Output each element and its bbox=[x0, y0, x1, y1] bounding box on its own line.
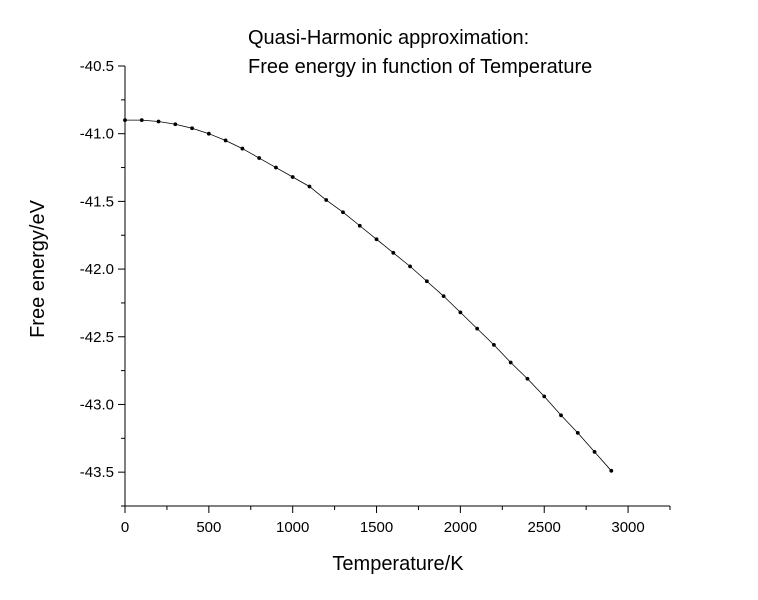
y-tick-label: -41.0 bbox=[80, 126, 114, 143]
series-line bbox=[125, 119, 612, 472]
data-point bbox=[575, 430, 580, 435]
data-point bbox=[173, 122, 178, 127]
data-point bbox=[542, 394, 547, 399]
data-point bbox=[123, 118, 127, 123]
x-tick-label: 3000 bbox=[611, 519, 644, 536]
data-point bbox=[441, 294, 446, 299]
x-ticks: 0 500 1000 1500 2000 2500 3000 bbox=[121, 506, 671, 536]
x-tick-label: 1500 bbox=[360, 519, 393, 536]
y-ticks: -40.5 -41.0 -41.5 -42.0 -42.5 -43.0 -43.5 bbox=[80, 58, 125, 507]
data-point bbox=[559, 413, 563, 418]
data-point bbox=[341, 210, 345, 215]
data-point bbox=[508, 360, 513, 365]
x-tick-label: 2000 bbox=[444, 519, 477, 536]
chart-title-line-1: Quasi-Harmonic approximation: bbox=[248, 27, 529, 49]
data-point bbox=[324, 198, 329, 202]
data-point bbox=[458, 310, 463, 315]
y-tick-label: -40.5 bbox=[80, 58, 114, 75]
y-tick-label: -43.0 bbox=[80, 396, 114, 413]
y-tick-label: -43.5 bbox=[80, 464, 114, 481]
data-point bbox=[391, 250, 396, 255]
data-point bbox=[357, 223, 362, 228]
data-point bbox=[609, 468, 614, 473]
data-point bbox=[139, 118, 144, 123]
data-point bbox=[374, 237, 379, 242]
data-point bbox=[307, 184, 312, 189]
data-point bbox=[290, 175, 295, 179]
y-tick-label: -42.5 bbox=[80, 329, 114, 346]
data-point bbox=[240, 146, 245, 151]
chart-title-line-2: Free energy in function of Temperature bbox=[248, 56, 592, 78]
data-point bbox=[475, 326, 480, 331]
x-tick-label: 500 bbox=[196, 519, 221, 536]
data-point bbox=[257, 156, 262, 160]
y-axis-label: Free energy/eV bbox=[27, 199, 49, 338]
x-tick-label: 2500 bbox=[528, 519, 561, 536]
data-point bbox=[206, 131, 211, 136]
data-point bbox=[424, 279, 429, 284]
data-point bbox=[525, 376, 530, 381]
data-point bbox=[156, 119, 161, 124]
data-point bbox=[492, 342, 496, 347]
data-point bbox=[408, 264, 412, 269]
x-axis-label: Temperature/K bbox=[332, 553, 464, 575]
y-tick-label: -42.0 bbox=[80, 261, 114, 278]
data-point bbox=[223, 138, 228, 143]
series-points bbox=[123, 118, 614, 473]
data-point bbox=[274, 165, 278, 170]
axes bbox=[124, 66, 670, 507]
data-point bbox=[592, 449, 597, 454]
y-tick-label: -41.5 bbox=[80, 193, 114, 210]
x-tick-label: 1000 bbox=[276, 519, 309, 536]
data-point bbox=[190, 126, 194, 131]
x-tick-label: 0 bbox=[121, 519, 129, 536]
